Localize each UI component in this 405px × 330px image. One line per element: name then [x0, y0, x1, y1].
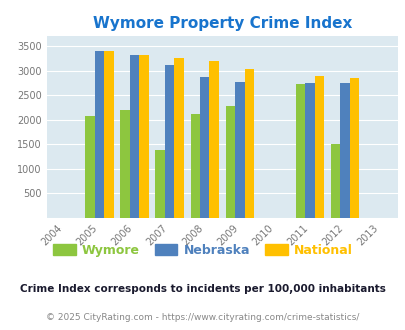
Bar	[340, 83, 349, 218]
Bar	[155, 150, 164, 218]
Text: © 2025 CityRating.com - https://www.cityrating.com/crime-statistics/: © 2025 CityRating.com - https://www.city…	[46, 313, 359, 322]
Bar	[190, 114, 200, 218]
Bar	[330, 144, 340, 218]
Bar	[209, 61, 218, 218]
Bar	[234, 82, 244, 218]
Bar	[130, 55, 139, 218]
Bar	[120, 110, 130, 218]
Text: Crime Index corresponds to incidents per 100,000 inhabitants: Crime Index corresponds to incidents per…	[20, 284, 385, 294]
Legend: Wymore, Nebraska, National: Wymore, Nebraska, National	[48, 239, 357, 262]
Bar	[225, 106, 234, 218]
Bar	[94, 51, 104, 218]
Bar	[244, 69, 254, 218]
Bar	[200, 77, 209, 218]
Bar	[305, 83, 314, 218]
Bar	[174, 58, 183, 218]
Bar	[85, 116, 94, 218]
Bar	[295, 84, 305, 218]
Title: Wymore Property Crime Index: Wymore Property Crime Index	[92, 16, 351, 31]
Bar	[349, 78, 358, 218]
Bar	[314, 76, 324, 218]
Bar	[139, 55, 148, 218]
Bar	[104, 51, 113, 218]
Bar	[164, 64, 174, 218]
